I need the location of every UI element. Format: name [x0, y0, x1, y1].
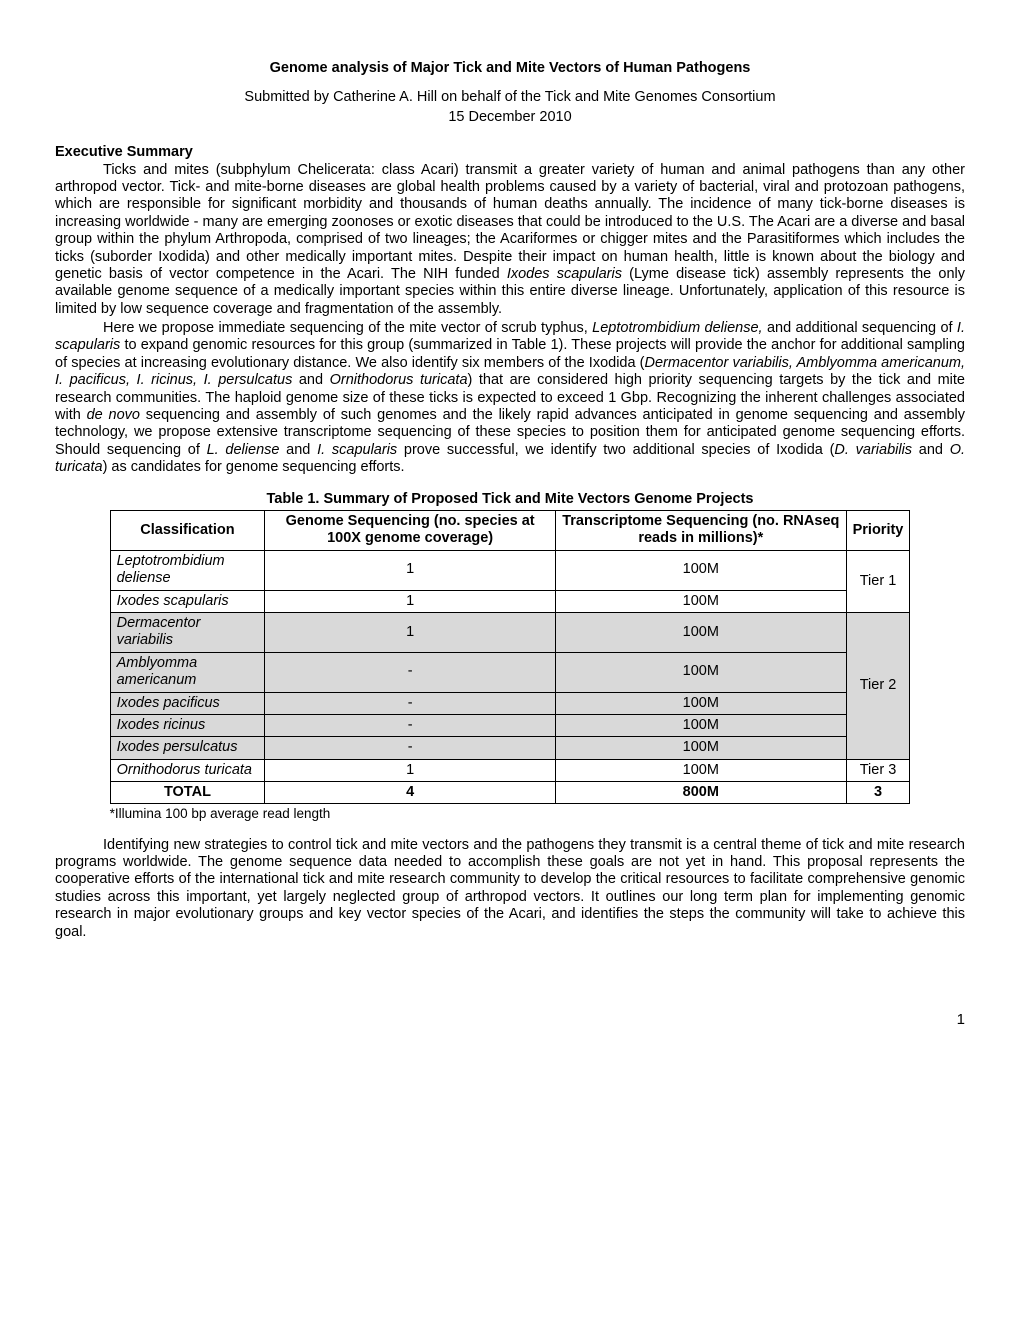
col-priority: Priority [846, 510, 910, 550]
exec-summary-para-1: Ticks and mites (subphylum Chelicerata: … [55, 162, 965, 319]
table-row: Amblyomma americanum - 100M [110, 652, 910, 692]
cell-genome: 1 [265, 550, 556, 590]
cell-transcriptome: 100M [555, 692, 846, 714]
table-row: Ixodes ricinus - 100M [110, 714, 910, 736]
col-genome: Genome Sequencing (no. species at 100X g… [265, 510, 556, 550]
table-header-row: Classification Genome Sequencing (no. sp… [110, 510, 910, 550]
cell-transcriptome: 100M [555, 759, 846, 781]
cell-transcriptome: 100M [555, 550, 846, 590]
cell-classification: Dermacentor variabilis [110, 612, 265, 652]
cell-genome: - [265, 652, 556, 692]
closing-para: Identifying new strategies to control ti… [55, 837, 965, 941]
table-footnote: *Illumina 100 bp average read length [110, 806, 911, 822]
cell-genome: 1 [265, 612, 556, 652]
table-row: Ixodes scapularis 1 100M [110, 590, 910, 612]
table-title: Table 1. Summary of Proposed Tick and Mi… [55, 491, 965, 508]
exec-summary-para-2: Here we propose immediate sequencing of … [55, 320, 965, 477]
table-row: Ornithodorus turicata 1 100M Tier 3 [110, 759, 910, 781]
cell-classification: Ixodes ricinus [110, 714, 265, 736]
cell-classification: Ornithodorus turicata [110, 759, 265, 781]
cell-genome: 1 [265, 590, 556, 612]
cell-total-priority: 3 [846, 782, 910, 804]
cell-transcriptome: 100M [555, 714, 846, 736]
cell-genome: - [265, 692, 556, 714]
cell-transcriptome: 100M [555, 612, 846, 652]
table-row-total: TOTAL 4 800M 3 [110, 782, 910, 804]
cell-transcriptome: 100M [555, 652, 846, 692]
cell-priority-tier1: Tier 1 [846, 550, 910, 612]
col-classification: Classification [110, 510, 265, 550]
cell-priority-tier3: Tier 3 [846, 759, 910, 781]
table-row: Leptotrombidium deliense 1 100M Tier 1 [110, 550, 910, 590]
cell-total-label: TOTAL [110, 782, 265, 804]
cell-classification: Ixodes pacificus [110, 692, 265, 714]
cell-genome: 1 [265, 759, 556, 781]
table-row: Dermacentor variabilis 1 100M Tier 2 [110, 612, 910, 652]
cell-genome: - [265, 714, 556, 736]
col-transcriptome: Transcriptome Sequencing (no. RNAseq rea… [555, 510, 846, 550]
cell-classification: Leptotrombidium deliense [110, 550, 265, 590]
cell-total-genome: 4 [265, 782, 556, 804]
table-row: Ixodes persulcatus - 100M [110, 737, 910, 759]
table-row: Ixodes pacificus - 100M [110, 692, 910, 714]
document-subtitle: Submitted by Catherine A. Hill on behalf… [55, 89, 965, 106]
cell-genome: - [265, 737, 556, 759]
genome-projects-table: Classification Genome Sequencing (no. sp… [110, 510, 911, 804]
document-date: 15 December 2010 [55, 109, 965, 126]
exec-summary-heading: Executive Summary [55, 144, 965, 161]
cell-classification: Ixodes persulcatus [110, 737, 265, 759]
cell-classification: Ixodes scapularis [110, 590, 265, 612]
cell-priority-tier2: Tier 2 [846, 612, 910, 759]
document-title: Genome analysis of Major Tick and Mite V… [55, 60, 965, 77]
cell-total-transcriptome: 800M [555, 782, 846, 804]
page-number: 1 [55, 1011, 965, 1029]
cell-transcriptome: 100M [555, 737, 846, 759]
cell-classification: Amblyomma americanum [110, 652, 265, 692]
cell-transcriptome: 100M [555, 590, 846, 612]
